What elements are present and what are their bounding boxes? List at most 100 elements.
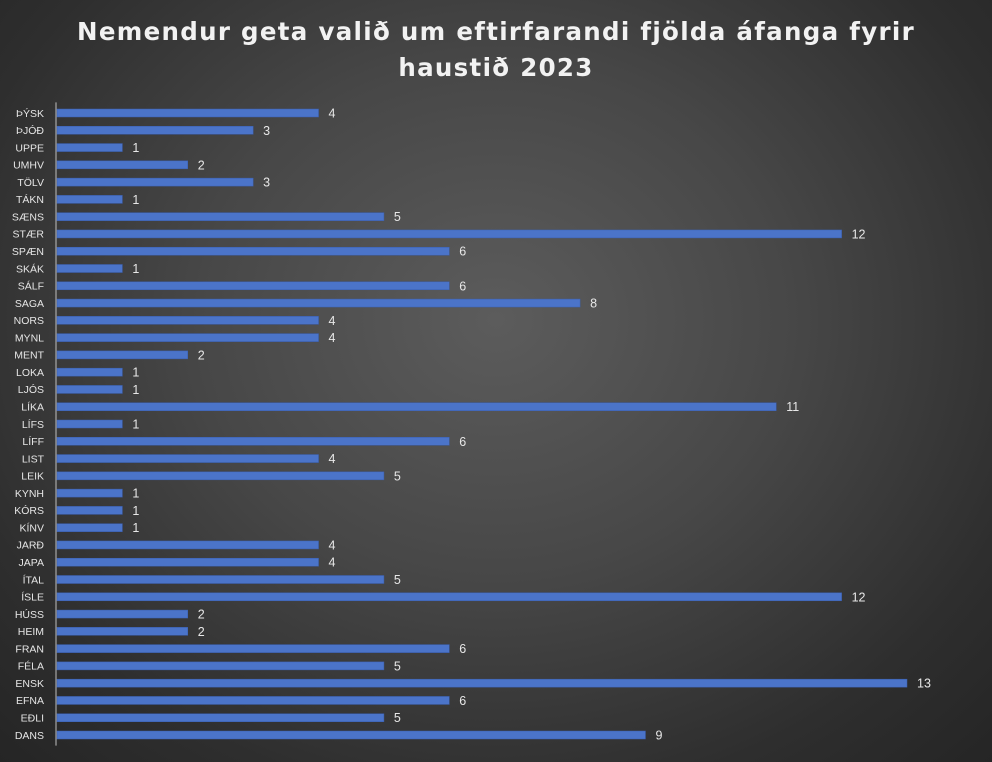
data-label: 9 [655, 729, 662, 743]
bar [56, 713, 385, 722]
bar [56, 316, 319, 325]
category-label: JAPA [19, 557, 44, 569]
bar [56, 333, 319, 342]
category-label: MENT [14, 350, 44, 362]
data-label: 12 [852, 227, 866, 241]
category-label: FÉLA [18, 660, 44, 673]
bar [56, 506, 123, 515]
bar [56, 108, 319, 118]
bar [56, 177, 254, 187]
category-label: ÞÝSK [16, 107, 44, 120]
category-label: LJÓS [18, 383, 44, 396]
data-label: 6 [459, 435, 466, 449]
data-label: 2 [198, 625, 205, 639]
data-label: 13 [917, 677, 931, 691]
bar [56, 160, 189, 170]
category-label: UPPE [15, 142, 44, 154]
category-label: MYNL [15, 332, 44, 344]
data-label: 4 [329, 331, 336, 345]
data-label: 5 [394, 469, 401, 483]
category-label: SPÆN [12, 246, 44, 258]
category-label: SÁLF [18, 280, 44, 293]
data-label: 4 [329, 538, 336, 552]
bar [56, 385, 123, 394]
bar [56, 419, 123, 429]
category-label: DANS [15, 730, 44, 742]
data-label: 4 [329, 452, 336, 466]
bar [56, 644, 450, 653]
category-label: JARÐ [17, 540, 45, 552]
category-label: EFNA [16, 695, 44, 707]
data-label: 1 [132, 487, 139, 501]
data-label: 3 [263, 124, 270, 138]
data-label: 2 [198, 608, 205, 622]
category-label: ENSK [15, 678, 44, 690]
category-label: NORS [14, 315, 44, 327]
data-label: 1 [132, 521, 139, 535]
data-label: 2 [198, 348, 205, 362]
data-label: 6 [459, 245, 466, 259]
bar [56, 437, 450, 446]
bar [56, 298, 581, 308]
category-label: SKÁK [16, 262, 44, 275]
chart-title-line-2: haustið 2023 [398, 53, 594, 82]
category-label: TÁKN [16, 193, 44, 206]
chart-title-line-1: Nemendur geta valið um eftirfarandi fjöl… [77, 17, 915, 46]
chart-title: Nemendur geta valið um eftirfarandi fjöl… [0, 14, 992, 86]
bar [56, 575, 385, 584]
category-label: FRAN [15, 643, 44, 655]
bar [56, 471, 385, 481]
bar [56, 730, 646, 740]
bar [56, 678, 908, 688]
bar [56, 696, 450, 705]
bar [56, 523, 123, 532]
category-label: ÍSLE [21, 591, 44, 604]
data-label: 1 [132, 418, 139, 432]
bar [56, 557, 319, 567]
bar [56, 627, 189, 636]
data-label: 1 [132, 141, 139, 155]
category-label: TÖLV [17, 177, 44, 189]
category-label: LEIK [21, 471, 44, 483]
category-label: SAGA [15, 298, 44, 310]
bar [56, 229, 842, 239]
data-label: 3 [263, 176, 270, 190]
category-label: LÍFS [22, 418, 44, 431]
category-label: SÆNS [12, 211, 44, 223]
category-label: LÍKA [21, 401, 44, 414]
bar [56, 592, 842, 602]
category-label: KÍNV [19, 521, 44, 534]
bar [56, 661, 385, 671]
category-label: HEIM [18, 626, 44, 638]
category-label: KYNH [15, 488, 44, 500]
category-label: KÓRS [14, 504, 44, 517]
data-label: 4 [329, 314, 336, 328]
bar [56, 350, 189, 360]
data-label: 2 [198, 158, 205, 172]
data-label: 1 [132, 366, 139, 380]
category-label: ÞJÓÐ [16, 124, 44, 137]
data-label: 8 [590, 297, 597, 311]
data-label: 4 [329, 107, 336, 121]
bar [56, 246, 450, 256]
bar [56, 143, 123, 152]
data-label: 12 [852, 590, 866, 604]
category-label: EÐLI [21, 713, 44, 725]
category-label: LIST [22, 453, 45, 465]
bar [56, 402, 777, 411]
data-label: 5 [394, 659, 401, 673]
data-label: 4 [329, 556, 336, 570]
data-label: 6 [459, 694, 466, 708]
bar [56, 454, 319, 463]
bar [56, 540, 319, 550]
bar [56, 195, 123, 204]
bar [56, 264, 123, 273]
data-label: 6 [459, 642, 466, 656]
category-label: LÍFF [22, 435, 44, 448]
data-label: 5 [394, 711, 401, 725]
bar [56, 281, 450, 291]
category-label: LOKA [16, 367, 44, 379]
data-label: 1 [132, 193, 139, 207]
